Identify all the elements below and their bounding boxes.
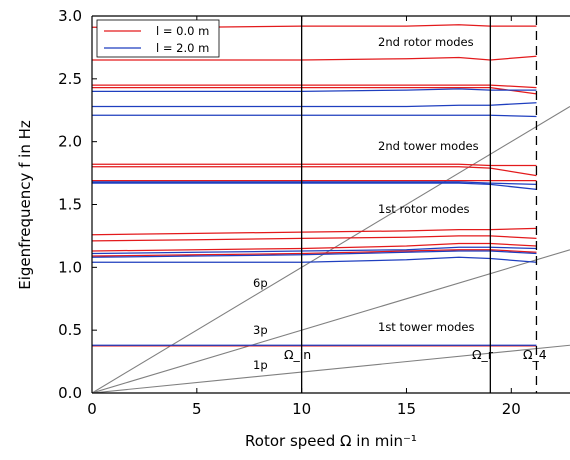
- series-line-6: [92, 166, 537, 177]
- y-tick-label: 2.5: [58, 70, 82, 88]
- harmonic-label-1p: 1p: [253, 358, 268, 372]
- harmonic-line-3p: [92, 249, 570, 393]
- reference-lines: [300, 16, 538, 393]
- legend-box: [96, 19, 220, 58]
- series-line-19: [92, 102, 537, 108]
- legend-label-l0: l = 0.0 m: [156, 24, 209, 38]
- x-tick-label: 5: [192, 400, 202, 418]
- harmonic-label-6p: 6p: [253, 276, 268, 290]
- x-tick-label: 0: [87, 400, 97, 418]
- ref-label-omega-r: Ω_r: [472, 347, 494, 362]
- harmonic-label-3p: 3p: [253, 323, 268, 337]
- x-tick-label: 10: [292, 400, 311, 418]
- series-line-7: [92, 163, 537, 167]
- mode-label-2nd-rotor: 2nd rotor modes: [378, 35, 474, 49]
- y-tick-label: 3.0: [58, 7, 82, 25]
- y-tick-label: 0.5: [58, 321, 82, 339]
- mode-label-1st-rotor: 1st rotor modes: [378, 202, 470, 216]
- series-line-16: [92, 182, 537, 191]
- series-line-18: [92, 114, 537, 118]
- series-line-4: [92, 227, 537, 236]
- ref-label-omega-4: Ω_4: [523, 347, 547, 362]
- legend: l = 0.0 m l = 2.0 m: [96, 19, 220, 58]
- x-tick-label: 15: [397, 400, 416, 418]
- y-tick-label: 1.5: [58, 196, 82, 214]
- x-axis-label: Rotor speed Ω in min⁻¹: [245, 432, 417, 450]
- series-layer: [92, 24, 570, 393]
- y-tick-label: 2.0: [58, 133, 82, 151]
- mode-label-1st-tower: 1st tower modes: [378, 320, 475, 334]
- y-axis-label: Eigenfrequency f in Hz: [16, 120, 34, 290]
- legend-label-l2: l = 2.0 m: [156, 41, 209, 55]
- x-tick-label: 20: [502, 400, 521, 418]
- y-tick-label: 0.0: [58, 384, 82, 402]
- harmonic-line-1p: [92, 344, 570, 393]
- series-line-14: [92, 250, 537, 258]
- ref-label-omega-in: Ω_in: [284, 347, 311, 362]
- series-line-20: [92, 88, 537, 93]
- series-line-3: [92, 235, 537, 242]
- y-tick-label: 1.0: [58, 258, 82, 276]
- mode-label-2nd-tower: 2nd tower modes: [378, 139, 479, 153]
